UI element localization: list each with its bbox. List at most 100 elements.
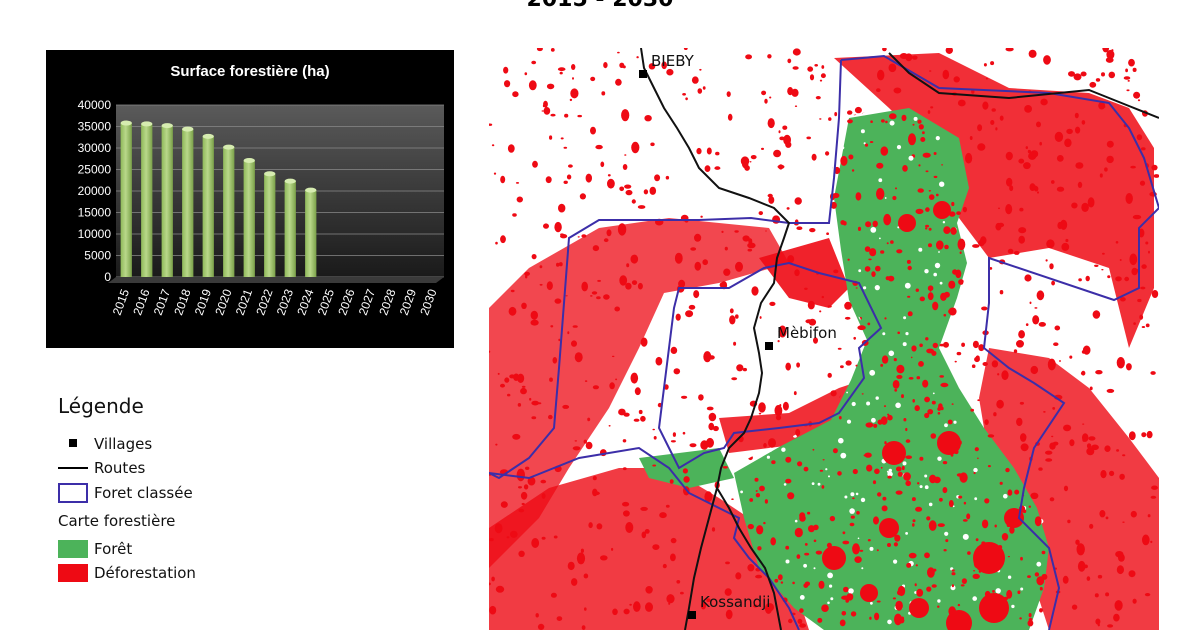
forest-speck (957, 603, 961, 607)
deforestation-speck (560, 137, 564, 140)
deforestation-speck (566, 174, 572, 180)
forest-speck (842, 325, 848, 331)
deforestation-speck (583, 439, 587, 444)
deforestation-speck (983, 63, 987, 67)
deforestation-speck (1128, 58, 1135, 67)
x-tick-label: 2027 (356, 287, 378, 317)
deforestation-speck (758, 211, 763, 216)
deforestation-speck (876, 88, 881, 93)
deforestation-speck (842, 221, 847, 226)
deforestation-speck (1045, 259, 1048, 262)
forest-speck (851, 169, 855, 172)
deforestation-speck (867, 539, 871, 542)
deforestation-speck (896, 249, 903, 254)
forest-speck (729, 479, 731, 482)
forest-speck (846, 391, 848, 394)
deforestation-speck (832, 448, 838, 454)
forest-speck (913, 116, 918, 121)
deforestation-speck (615, 378, 618, 381)
deforestation-speck (1037, 191, 1039, 194)
forest-speck (784, 390, 787, 393)
forest-speck (776, 310, 782, 315)
deforestation-speck (808, 525, 815, 533)
forest-speck (1011, 604, 1015, 609)
forest-speck (797, 182, 803, 189)
deforestation-speck (844, 316, 851, 320)
chart-svg: Surface forestière (ha) 0 5000 10000 15000 20… (78, 63, 444, 317)
deforestation-speck (1147, 514, 1151, 518)
deforestation-speck (901, 114, 907, 122)
deforestation-speck (927, 292, 934, 301)
deforestation-speck (696, 147, 702, 155)
forest-speck (953, 320, 959, 325)
deforestation-speck (623, 510, 630, 517)
deforestation-speck (1051, 435, 1054, 438)
deforestation-speck (940, 382, 949, 388)
deforestation-speck (1141, 147, 1146, 151)
forest-speck (791, 203, 797, 210)
forest-speck (865, 221, 872, 228)
deforestation-speck (706, 437, 714, 448)
deforestation-speck (943, 549, 947, 552)
forest-speck (917, 482, 920, 485)
deforestation-speck (1013, 250, 1020, 255)
deforestation-speck (859, 549, 864, 552)
deforestation-speck (951, 201, 955, 207)
deforestation-speck (864, 452, 872, 458)
deforestation-speck (725, 609, 733, 620)
deforestation-speck (690, 247, 697, 251)
x-tick-label: 2029 (397, 287, 419, 317)
deforestation-speck (549, 377, 553, 382)
deforestation-speck (901, 465, 905, 471)
forest-speck (827, 364, 834, 371)
deforestation-speck (1119, 473, 1125, 480)
deforestation-speck (525, 466, 530, 470)
deforestation-speck (712, 425, 719, 432)
deforestation-speck (530, 310, 538, 320)
deforestation-speck (1126, 363, 1132, 371)
deforestation-speck (491, 144, 495, 147)
forest-speck (846, 419, 852, 424)
village-square-icon (639, 70, 647, 78)
deforestation-speck (961, 342, 965, 347)
forest-speck (995, 588, 1001, 594)
deforestation-speck (912, 399, 915, 403)
bar (284, 181, 296, 277)
deforestation-speck (516, 468, 525, 482)
forest-speck (887, 619, 892, 625)
deforestation-speck (981, 519, 989, 529)
legend-label-deforestation: Déforestation (94, 564, 196, 582)
deforestation-speck (822, 459, 825, 461)
deforestation-speck (1132, 598, 1137, 604)
deforestation-speck (974, 356, 980, 363)
deforestation-speck (769, 96, 772, 99)
deforestation-speck (1102, 252, 1105, 255)
deforestation-speck (1028, 613, 1032, 618)
deforestation-speck (922, 379, 929, 388)
deforestation-speck (571, 578, 578, 586)
deforestation-speck (619, 275, 628, 286)
forest-speck (907, 311, 913, 317)
deforestation-speck (1039, 608, 1043, 613)
deforestation-speck (1007, 556, 1011, 558)
deforestation-speck (804, 287, 808, 290)
deforestation-speck (714, 166, 721, 170)
forest-speck (766, 150, 769, 154)
legend: Légende Villages Routes Foret classée Ca… (58, 394, 358, 594)
forest-speck (875, 396, 879, 400)
deforestation-speck (666, 594, 675, 604)
deforestation-speck (541, 110, 545, 112)
deforestation-speck (830, 201, 837, 209)
deforestation-speck (629, 603, 632, 606)
deforestation-speck (726, 91, 731, 97)
road-line-icon (58, 467, 88, 469)
deforestation-speck (489, 605, 497, 615)
deforestation-speck (908, 552, 917, 559)
forest-speck (922, 131, 925, 135)
deforestation-speck (500, 383, 505, 388)
deforestation-speck (584, 380, 588, 382)
village-mebifon: Mèbifon (765, 324, 837, 350)
deforestation-speck (606, 229, 612, 237)
deforestation-speck (1103, 106, 1106, 108)
deforestation-speck (1047, 358, 1056, 371)
